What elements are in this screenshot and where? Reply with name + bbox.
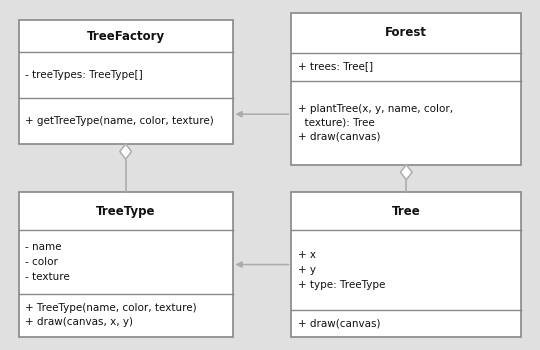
Text: + x
+ y
+ type: TreeType: + x + y + type: TreeType <box>298 250 385 290</box>
Text: + TreeType(name, color, texture)
+ draw(canvas, x, y): + TreeType(name, color, texture) + draw(… <box>25 303 197 328</box>
Polygon shape <box>400 164 412 180</box>
Bar <box>292 13 521 164</box>
Text: + trees: Tree[]: + trees: Tree[] <box>298 62 373 71</box>
Text: - treeTypes: TreeType[]: - treeTypes: TreeType[] <box>25 70 143 80</box>
Bar <box>292 192 521 337</box>
Text: + plantTree(x, y, name, color,
  texture): Tree
+ draw(canvas): + plantTree(x, y, name, color, texture):… <box>298 104 453 142</box>
Text: TreeFactory: TreeFactory <box>86 30 165 43</box>
Bar <box>19 20 233 144</box>
Bar <box>19 192 233 337</box>
Text: + getTreeType(name, color, texture): + getTreeType(name, color, texture) <box>25 116 214 126</box>
Text: TreeType: TreeType <box>96 204 156 218</box>
Text: Tree: Tree <box>392 204 421 218</box>
Text: - name
- color
- texture: - name - color - texture <box>25 242 70 282</box>
Text: Forest: Forest <box>385 26 427 39</box>
Text: + draw(canvas): + draw(canvas) <box>298 318 380 329</box>
Polygon shape <box>120 144 132 159</box>
